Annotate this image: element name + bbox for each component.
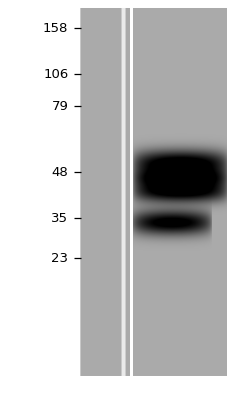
Text: 23: 23: [51, 252, 68, 264]
Text: 79: 79: [51, 100, 68, 112]
Text: 48: 48: [52, 166, 68, 178]
Text: 158: 158: [43, 22, 68, 34]
Text: 106: 106: [43, 68, 68, 80]
Text: 35: 35: [51, 212, 68, 224]
